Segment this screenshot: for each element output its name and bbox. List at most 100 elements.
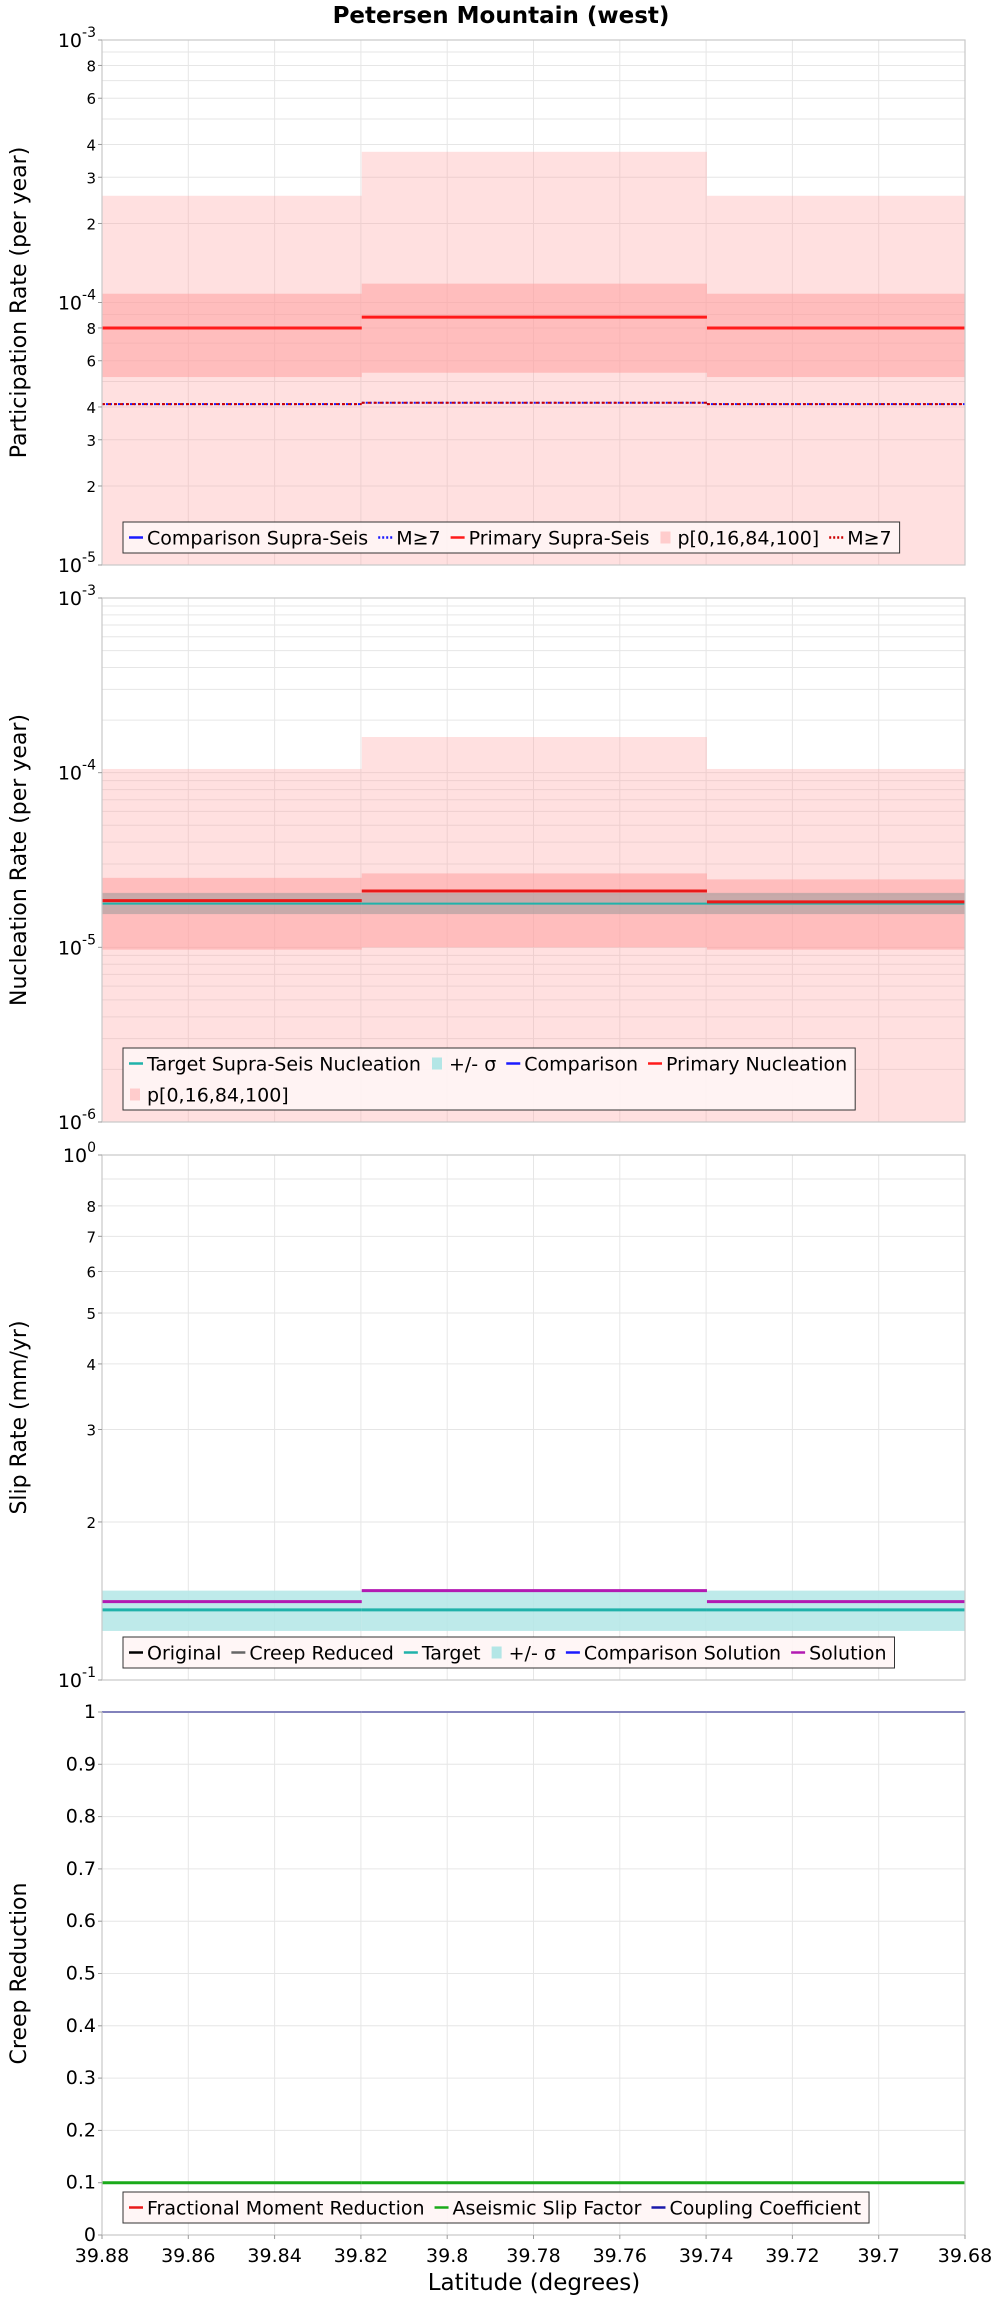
legend-label: p[0,16,84,100] [677, 528, 819, 550]
y-tick-labels: 100 8 7 6 5 4 3 2 10-1 [58, 1140, 102, 1692]
x-tick-label: 39.7 [858, 2245, 900, 2267]
legend-label: Primary Supra-Seis [469, 528, 650, 550]
chart-panels: 10-3 8 6 4 3 2 10-4 8 6 4 3 2 10-5 Participation Rate… [7, 25, 992, 2267]
panel-4: 1 0.9 0.8 0.7 0.6 0.5 0.4 0.3 0.2 0.1 0 Creep Reduc… [7, 1701, 992, 2267]
legend-item: p[0,16,84,100] [130, 1085, 289, 1107]
y-tick-label: 3 [86, 1422, 96, 1440]
y-tick-label: 6 [86, 1263, 96, 1281]
legend: Original Creep Reduced Target +/- σ Comparis… [122, 1636, 895, 1669]
y-tick-labels: 1 0.9 0.8 0.7 0.6 0.5 0.4 0.3 0.2 0.1 0 [66, 1701, 102, 2246]
x-tick-label: 39.74 [679, 2245, 733, 2267]
y-tick-label: 3 [86, 169, 96, 187]
y-tick-label: 10-4 [58, 288, 96, 315]
legend-label: Creep Reduced [249, 1643, 393, 1665]
y-tick-labels: 10-3 8 6 4 3 2 10-4 8 6 4 3 2 10-5 [58, 25, 102, 577]
legend-label: Original [147, 1643, 221, 1665]
y-tick-label: 6 [86, 90, 96, 108]
y-tick-label: 2 [86, 478, 96, 496]
y-tick-label: 8 [86, 57, 96, 75]
y-tick-label: 0.7 [66, 1858, 96, 1880]
legend-label: M≥7 [396, 528, 440, 550]
x-tick-label: 39.84 [247, 2245, 301, 2267]
legend-swatch [491, 1646, 502, 1659]
y-tick-label: 2 [86, 215, 96, 233]
legend-label: Solution [809, 1643, 886, 1665]
series-4 [102, 401, 965, 406]
plot-frame [101, 1154, 966, 1681]
y-axis-label: Slip Rate (mm/yr) [7, 1320, 32, 1514]
legend-label: Target Supra-Seis Nucleation [146, 1054, 421, 1076]
band-segment [102, 195, 362, 565]
legend-swatch [130, 1088, 140, 1101]
y-tick-label: 0.9 [66, 1753, 96, 1775]
y-axis-label: Nucleation Rate (per year) [7, 714, 32, 1006]
panel-1: 10-3 8 6 4 3 2 10-4 8 6 4 3 2 10-5 Participation Rate… [7, 25, 966, 577]
y-tick-label: 6 [86, 353, 96, 371]
x-tick-label: 39.68 [938, 2245, 992, 2267]
y-tick-label: 0 [84, 2224, 96, 2246]
legend-item: Solution [791, 1643, 887, 1665]
legend-item: Aseismic Slip Factor [434, 2198, 642, 2220]
legend-label: Target [421, 1643, 481, 1665]
legend-item: M≥7 [378, 528, 441, 550]
legend-label: Coupling Coefficient [669, 2198, 861, 2220]
panel-3: 100 8 7 6 5 4 3 2 10-1 Slip Rate (mm/yr) Original C… [7, 1140, 966, 1692]
band-segment [102, 293, 362, 378]
series-3 [102, 315, 965, 330]
legend-box [122, 2191, 870, 2224]
band-segment [361, 283, 707, 373]
legend-label: +/- σ [449, 1054, 496, 1076]
y-tick-label: 0.4 [66, 2015, 96, 2037]
chart-title: Petersen Mountain (west) [333, 3, 670, 29]
legend-item: Fractional Moment Reduction [129, 2198, 425, 2220]
y-tick-label: 0.3 [66, 2067, 96, 2089]
band-segment [706, 879, 965, 950]
y-axis-label: Creep Reduction [7, 1883, 32, 2065]
legend-item: Target Supra-Seis Nucleation [129, 1054, 421, 1076]
band-segment [706, 293, 965, 378]
x-tick-label: 39.76 [593, 2245, 647, 2267]
y-axis-label: Participation Rate (per year) [7, 147, 32, 459]
legend-item: p[0,16,84,100] [660, 528, 819, 550]
legend-label: Primary Nucleation [666, 1054, 847, 1076]
legend-item: Creep Reduced [231, 1643, 394, 1665]
legend-item: Original [129, 1643, 221, 1665]
y-tick-label: 0.1 [66, 2172, 96, 2194]
y-tick-label: 10-3 [58, 25, 96, 52]
y-tick-label: 8 [86, 320, 96, 338]
legend-box [122, 1636, 895, 1669]
x-tick-label: 39.72 [765, 2245, 819, 2267]
y-tick-labels: 10-3 10-4 10-5 10-6 [58, 583, 102, 1134]
legend-label: Comparison [524, 1054, 638, 1076]
legend-label: Aseismic Slip Factor [453, 2198, 642, 2220]
legend-label: Fractional Moment Reduction [147, 2198, 425, 2220]
legend-label: Comparison Supra-Seis [147, 528, 368, 550]
y-tick-label: 4 [86, 1356, 96, 1374]
y-tick-label: 10-5 [58, 550, 96, 577]
series-5 [102, 1589, 965, 1604]
y-tick-label: 0.6 [66, 1910, 96, 1932]
y-tick-label: 10-6 [58, 1107, 96, 1134]
legend-item: M≥7 [829, 528, 892, 550]
y-tick-label: 10-3 [58, 583, 96, 610]
legend-box [122, 521, 901, 554]
legend-label: +/- σ [509, 1643, 556, 1665]
series-3 [102, 889, 965, 904]
y-tick-label: 100 [63, 1140, 96, 1167]
x-tick-label: 39.88 [75, 2245, 129, 2267]
band-2 [102, 283, 965, 378]
legend-box [122, 1047, 856, 1111]
y-tick-label: 7 [86, 1228, 96, 1246]
x-tick-label: 39.8 [426, 2245, 468, 2267]
x-tick-label: 39.82 [334, 2245, 388, 2267]
legend-label: p[0,16,84,100] [147, 1085, 289, 1107]
legend: Fractional Moment Reduction Aseismic Slip… [122, 2191, 870, 2224]
y-tick-label: 5 [86, 1305, 96, 1323]
legend-item: +/- σ [431, 1054, 496, 1076]
legend-item: +/- σ [491, 1643, 556, 1665]
x-tick-label: 39.78 [506, 2245, 560, 2267]
y-tick-label: 2 [86, 1514, 96, 1532]
legend-item: Primary Supra-Seis [450, 528, 650, 550]
